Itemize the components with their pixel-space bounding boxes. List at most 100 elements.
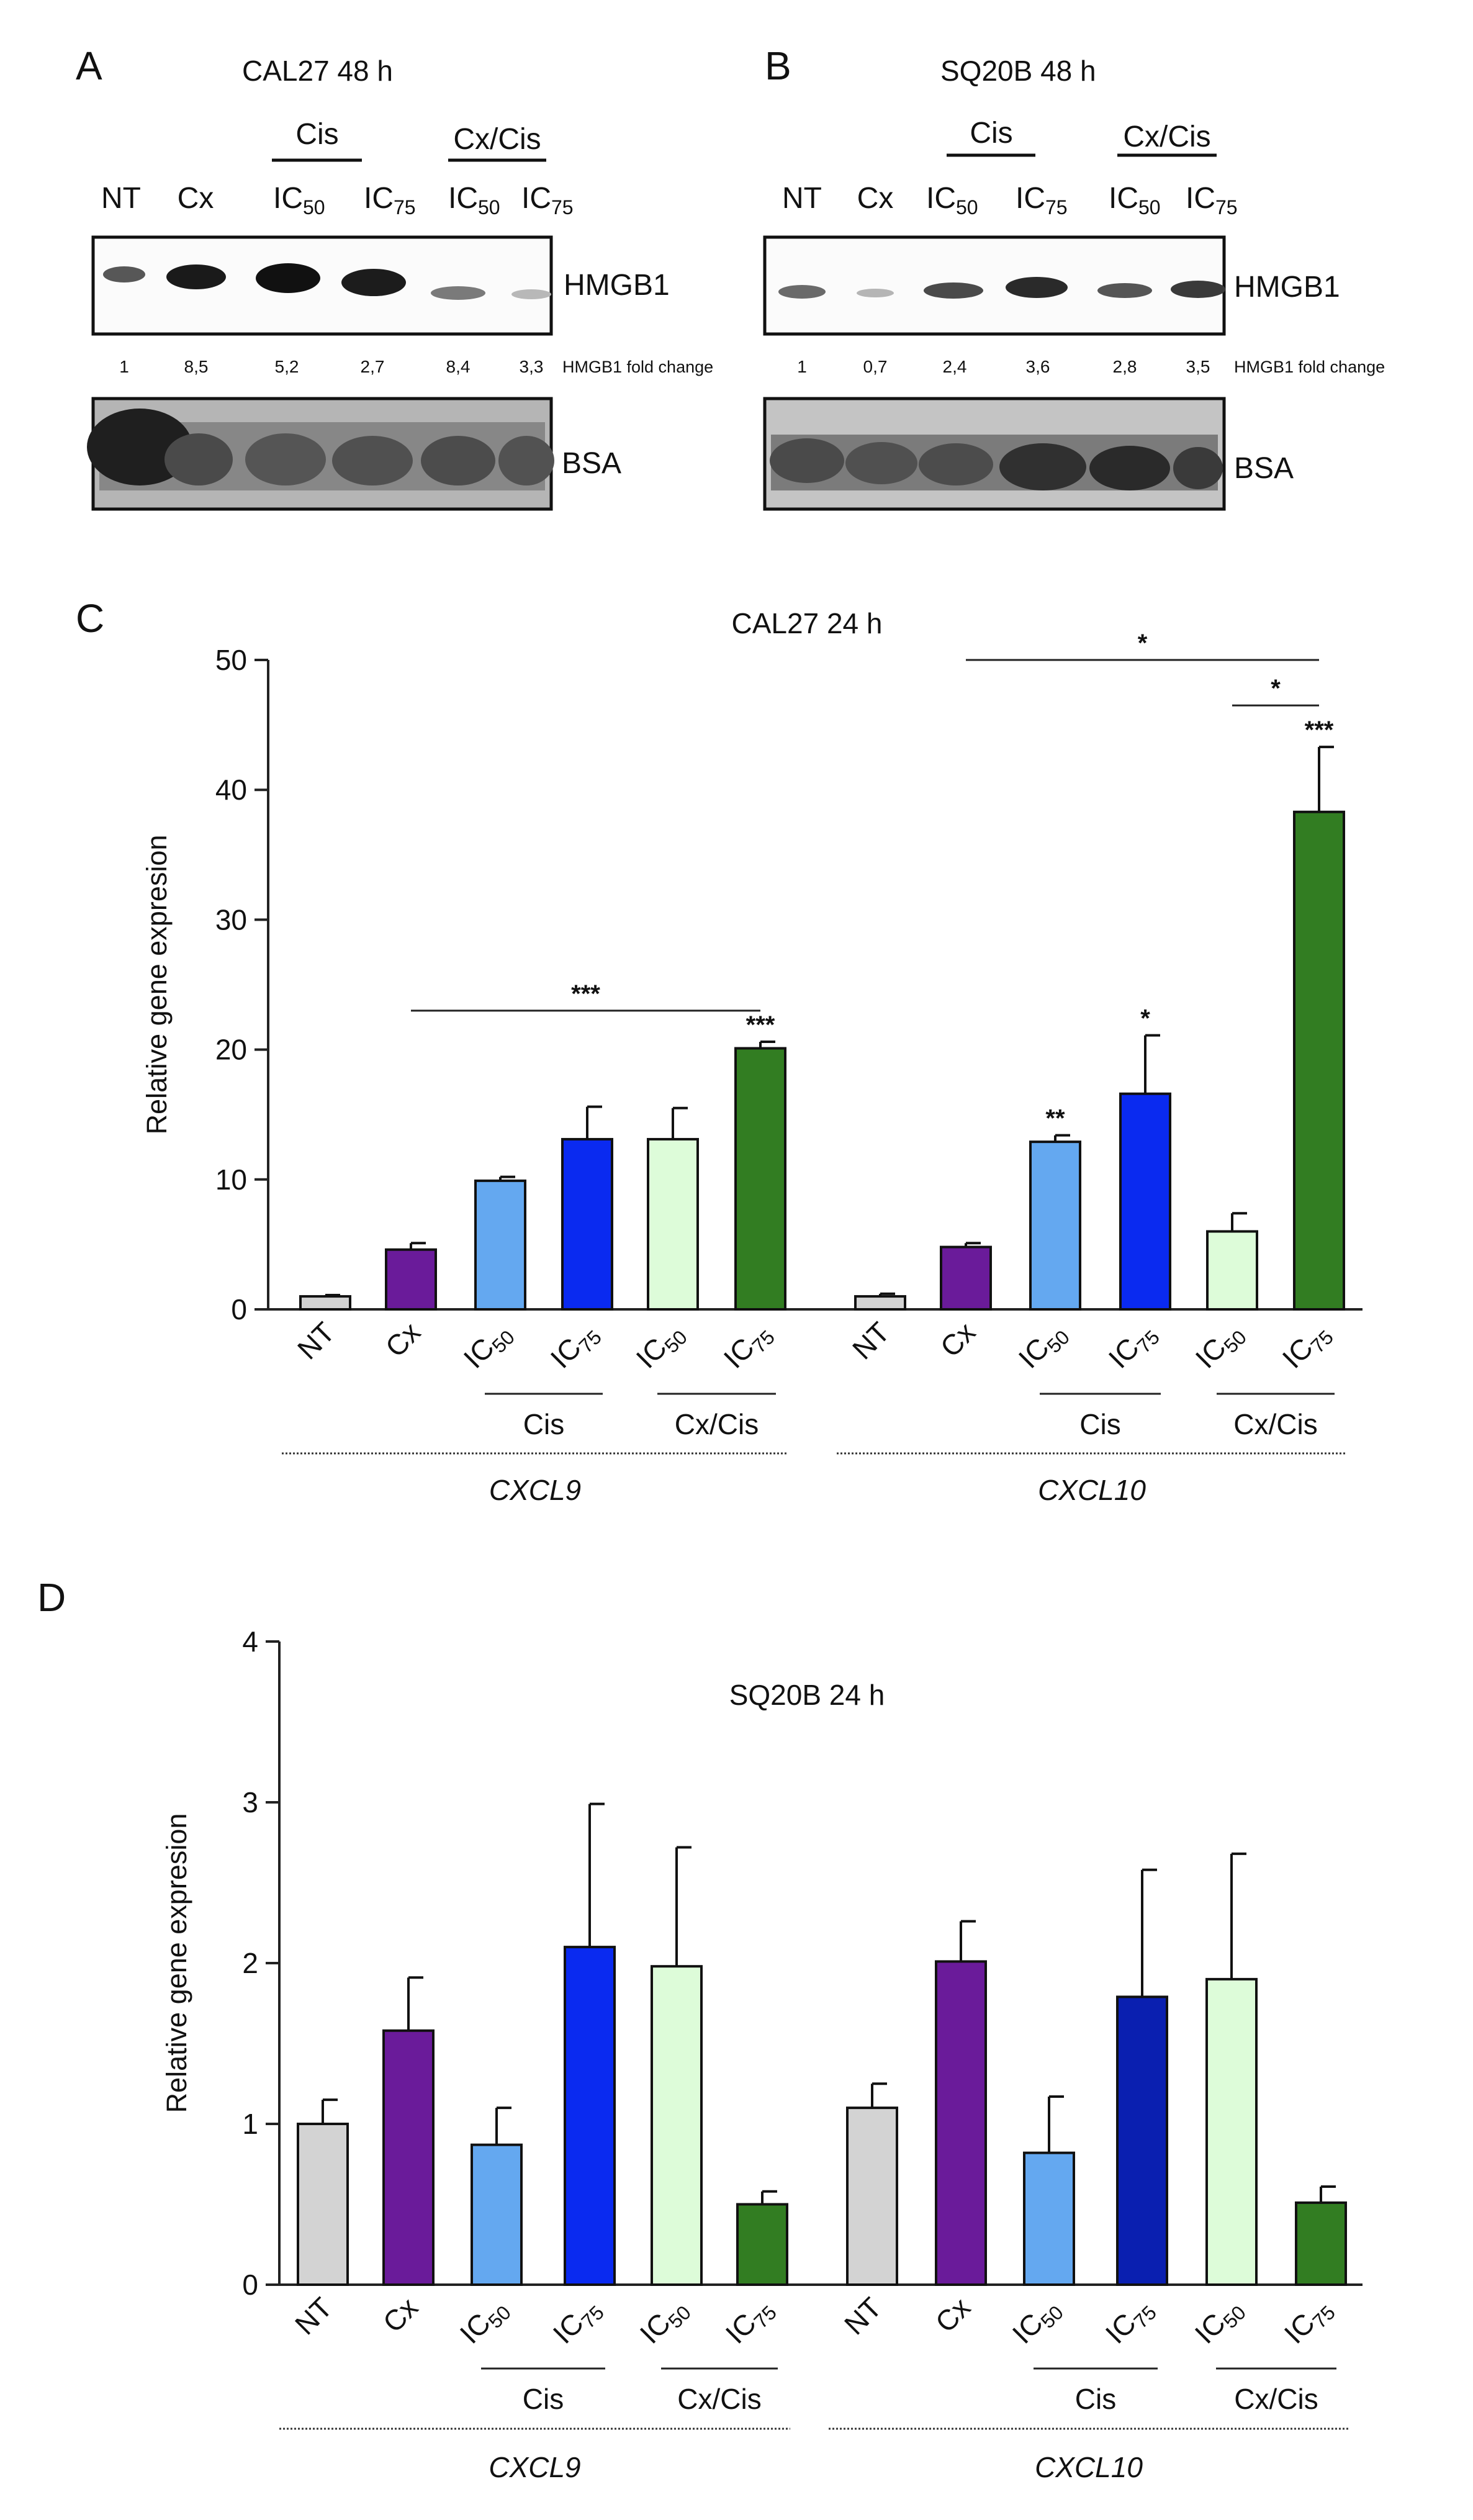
y-tick-label: 4 xyxy=(242,1625,258,1658)
panel-a-title: CAL27 48 h xyxy=(242,55,393,87)
bar xyxy=(1206,1230,1258,1311)
lane-label-cx-a: Cx xyxy=(178,182,214,215)
band xyxy=(1171,281,1225,298)
significance-label: *** xyxy=(746,1011,775,1039)
fold-value-a: 3,3 xyxy=(520,357,544,376)
band xyxy=(1173,447,1223,489)
x-tick-label: IC50 xyxy=(454,2291,515,2352)
gene-label: CXCL10 xyxy=(1035,2451,1143,2483)
lane-label-ic75-cis-b: IC75 xyxy=(1016,182,1068,219)
bar xyxy=(299,1295,351,1311)
significance-label: ** xyxy=(1045,1105,1065,1132)
group-label: Cis xyxy=(523,1408,564,1440)
bar xyxy=(1119,1092,1171,1311)
fold-caption-b: HMGB1 fold change xyxy=(1234,358,1385,376)
x-tick-label: IC50 xyxy=(630,1316,691,1377)
panel-b-title: SQ20B 48 h xyxy=(940,55,1096,87)
band xyxy=(1006,277,1068,298)
band xyxy=(332,436,413,485)
panel-a: A CAL27 48 h Cis Cx/Cis NT Cx IC50 IC75 … xyxy=(76,43,713,511)
lane-label-nt-b: NT xyxy=(782,182,822,215)
lane-label-cx-b: Cx xyxy=(857,182,894,215)
significance-label: *** xyxy=(1305,716,1334,744)
bar xyxy=(736,2203,788,2286)
cxcis-group-label-a: Cx/Cis xyxy=(453,123,541,156)
gene-label: CXCL10 xyxy=(1038,1474,1146,1506)
significance-label: * xyxy=(1140,1005,1150,1032)
hmgb1-blot-b xyxy=(763,235,1226,336)
cis-group-label-a: Cis xyxy=(295,118,338,151)
panel-b: B SQ20B 48 h Cis Cx/Cis NT Cx IC50 IC75 … xyxy=(763,43,1385,511)
x-tick-label: IC50 xyxy=(1189,1316,1251,1377)
band xyxy=(1089,446,1170,490)
x-tick-label: Cx xyxy=(379,1316,427,1363)
bar xyxy=(1116,1995,1168,2286)
x-tick-label: NT xyxy=(289,2291,338,2341)
panel-d-label: D xyxy=(37,1575,66,1620)
y-tick-label: 0 xyxy=(242,2269,258,2301)
bar xyxy=(1023,2151,1075,2287)
band xyxy=(511,289,551,299)
x-tick-label: IC75 xyxy=(719,2291,781,2352)
bar xyxy=(1029,1140,1081,1311)
lane-label-ic50-cxcis-b: IC50 xyxy=(1109,182,1161,219)
hmgb1-label-b: HMGB1 xyxy=(1234,271,1340,304)
bar xyxy=(1293,810,1345,1311)
chart-cal27: CAL27 24 h 0 10 20 30 40 50 Relative gene expre… xyxy=(141,607,1363,1506)
lane-label-ic50-cxcis-a: IC50 xyxy=(448,182,500,219)
bsa-blot-b xyxy=(763,397,1226,511)
significance-label: *** xyxy=(571,980,600,1008)
y-axis-label: Relative gene expresion xyxy=(161,1813,192,2113)
x-tick-label: NT xyxy=(846,1316,896,1365)
x-tick-label: Cx xyxy=(377,2291,425,2339)
bar xyxy=(385,1248,437,1311)
x-tick-label: IC75 xyxy=(544,1316,606,1377)
band xyxy=(1097,283,1152,298)
lane-label-ic50-cis-a: IC50 xyxy=(273,182,325,219)
x-tick-label: IC50 xyxy=(1006,2291,1068,2352)
bar xyxy=(651,1965,703,2286)
fold-value-a: 8,4 xyxy=(446,357,471,376)
fold-value-b: 1 xyxy=(797,357,807,376)
band xyxy=(164,433,233,485)
panel-b-label: B xyxy=(765,43,791,88)
bsa-label-b: BSA xyxy=(1234,452,1294,485)
x-tick-label: Cx xyxy=(934,1316,982,1363)
fold-value-b: 2,4 xyxy=(943,357,967,376)
y-tick-label: 2 xyxy=(242,1947,258,1979)
fold-value-a: 1 xyxy=(119,357,129,376)
fold-value-a: 2,7 xyxy=(361,357,385,376)
bar xyxy=(734,1047,786,1311)
x-tick-label: IC50 xyxy=(1189,2291,1250,2352)
y-tick-label: 3 xyxy=(242,1786,258,1818)
bar xyxy=(1205,1977,1258,2286)
band xyxy=(924,282,983,299)
group-label: Cis xyxy=(1079,1408,1120,1440)
band xyxy=(421,436,495,485)
bar xyxy=(854,1295,906,1311)
gene-label: CXCL9 xyxy=(489,1474,581,1506)
band xyxy=(103,266,145,282)
y-tick-label: 20 xyxy=(215,1034,247,1066)
band xyxy=(341,269,406,296)
panel-c-label: C xyxy=(76,596,104,641)
band xyxy=(166,264,226,289)
band xyxy=(245,433,326,485)
cis-group-label-b: Cis xyxy=(970,117,1012,150)
band xyxy=(498,436,554,485)
lane-label-nt-a: NT xyxy=(101,182,141,215)
bar xyxy=(940,1245,992,1311)
x-tick-label: IC50 xyxy=(457,1316,519,1377)
bar xyxy=(382,2029,435,2287)
gene-label: CXCL9 xyxy=(489,2451,580,2483)
fold-value-b: 3,6 xyxy=(1026,357,1050,376)
group-label: Cx/Cis xyxy=(1233,1408,1317,1440)
lane-label-ic75-cxcis-a: IC75 xyxy=(521,182,574,219)
cxcis-group-label-b: Cx/Cis xyxy=(1123,120,1210,153)
bar xyxy=(474,1179,526,1311)
band xyxy=(431,286,485,300)
fold-caption-a: HMGB1 fold change xyxy=(562,358,713,376)
y-tick-label: 40 xyxy=(215,774,247,806)
x-tick-label: IC75 xyxy=(1099,2291,1161,2352)
x-tick-label: NT xyxy=(291,1316,341,1365)
